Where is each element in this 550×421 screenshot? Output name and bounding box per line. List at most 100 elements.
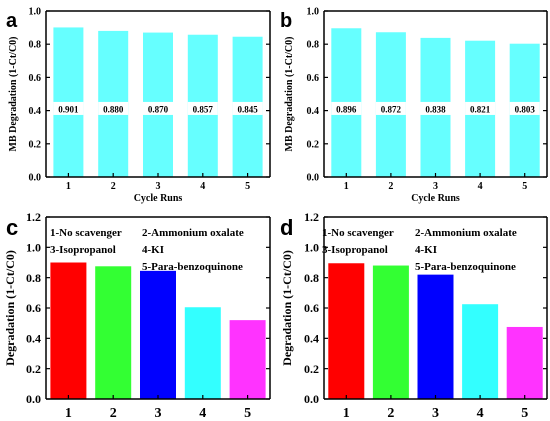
x-tick-label-a-4: 4 [200, 181, 205, 192]
bar-c-5 [229, 320, 266, 399]
y-axis-label-d: Degradation (1-Ct/C0) [280, 250, 294, 366]
legend-entry-c-3: 3-Isopropanol [50, 244, 116, 256]
x-tick-label-d-2: 2 [387, 406, 394, 421]
legend-entry-d-5: 5-Para-benzoquinone [415, 261, 516, 273]
data-label-bg-b-5 [509, 101, 540, 115]
legend-entry-d-1: 1-No scavenger [322, 227, 394, 239]
y-tick-label-d: 0.0 [304, 392, 319, 406]
y-tick-label-b: 0.0 [307, 173, 320, 184]
chart-panel-b: 0.896 0.872 0.838 0.821 0.8030.00.20.40.60.8… [280, 7, 548, 204]
y-tick-label-c: 0.2 [26, 362, 41, 376]
y-tick-label-c: 1.2 [26, 210, 41, 224]
data-label-a-3: 0.870 [148, 104, 169, 114]
y-tick-label-d: 0.8 [304, 271, 319, 285]
y-axis-label-c: Degradation (1-Ct/C0) [3, 250, 17, 366]
x-tick-label-d-3: 3 [432, 406, 439, 421]
chart-panel-a: 0.901 0.880 0.870 0.857 0.8450.00.20.40.60.8… [6, 7, 271, 204]
y-tick-label-a: 0.8 [29, 40, 42, 51]
y-tick-label-d: 0.4 [304, 332, 319, 346]
y-tick-label-c: 0.0 [26, 392, 41, 406]
data-label-a-1: 0.901 [58, 104, 79, 114]
bar-c-1 [50, 262, 87, 399]
y-tick-label-b: 0.6 [307, 73, 320, 84]
y-tick-label-c: 1.0 [26, 241, 41, 255]
bar-d-5 [506, 326, 543, 399]
x-tick-label-d-5: 5 [521, 406, 528, 421]
y-tick-label-b: 0.4 [307, 106, 320, 117]
y-tick-label-a: 0.2 [29, 139, 42, 150]
x-tick-label-d-4: 4 [477, 406, 484, 421]
legend-entry-c-4: 4-KI [142, 244, 164, 256]
y-tick-label-b: 0.2 [307, 139, 320, 150]
y-tick-label-a: 0.4 [29, 106, 42, 117]
data-label-bg-a-2 [98, 101, 129, 115]
x-tick-label-a-5: 5 [245, 181, 250, 192]
y-tick-label-d: 0.6 [304, 301, 319, 315]
data-label-bg-b-3 [420, 101, 451, 115]
bar-c-2 [95, 266, 132, 399]
x-tick-label-c-5: 5 [244, 406, 251, 421]
data-label-a-2: 0.880 [103, 104, 124, 114]
data-label-bg-a-3 [143, 101, 173, 115]
x-tick-label-b-1: 1 [344, 181, 349, 192]
legend-entry-c-1: 1-No scavenger [50, 227, 122, 239]
y-tick-label-b: 0.8 [307, 40, 320, 51]
data-label-bg-b-2 [375, 101, 406, 115]
legend-entry-d-4: 4-KI [415, 244, 437, 256]
data-label-b-3: 0.838 [425, 104, 446, 114]
y-tick-label-a: 0.6 [29, 73, 42, 84]
x-tick-label-d-1: 1 [343, 406, 350, 421]
x-tick-label-b-5: 5 [522, 181, 527, 192]
x-tick-label-c-3: 3 [155, 406, 162, 421]
data-label-a-5: 0.845 [237, 104, 258, 114]
panel-letter-c: c [6, 215, 18, 240]
panel-letter-a: a [6, 10, 18, 32]
x-tick-label-a-3: 3 [156, 181, 161, 192]
x-tick-label-b-3: 3 [433, 181, 438, 192]
data-label-bg-b-1 [331, 101, 362, 115]
data-label-bg-a-4 [187, 101, 218, 115]
x-tick-label-a-2: 2 [111, 181, 116, 192]
bar-d-4 [462, 304, 499, 399]
chart-panel-d: 0.0 0.2 0.4 0.6 0.8 1.0 1.2 1 2 3 4 5 Degradation (1… [280, 210, 548, 421]
bar-d-3 [417, 274, 454, 399]
legend-entry-c-2: 2-Ammonium oxalate [142, 227, 244, 239]
legend-entry-c-5: 5-Para-benzoquinone [142, 261, 243, 273]
y-axis-label-a: MB Degradation (1-Ct/C0) [8, 37, 19, 152]
y-axis-label-b: MB Degradation (1-Ct/C0) [284, 37, 295, 152]
y-tick-label-d: 1.0 [304, 241, 319, 255]
data-label-a-4: 0.857 [193, 104, 214, 114]
bar-d-1 [328, 263, 365, 399]
panel-letter-d: d [280, 215, 293, 240]
y-tick-label-b: 1.0 [307, 7, 320, 18]
chart-panel-c: 0.0 0.2 0.4 0.6 0.8 1.0 1.2 1 2 3 4 5 Degradation (1… [3, 210, 271, 421]
x-tick-label-c-1: 1 [65, 406, 72, 421]
y-tick-label-d: 0.2 [304, 362, 319, 376]
x-tick-label-c-4: 4 [199, 406, 206, 421]
data-label-bg-a-1 [53, 101, 84, 115]
x-axis-label-b: Cycle Runs [411, 193, 460, 204]
bar-c-3 [140, 270, 176, 399]
bar-c-4 [184, 307, 221, 399]
legend-entry-d-3: 3-Isopropanol [322, 244, 388, 256]
x-axis-label-a: Cycle Runs [134, 193, 183, 204]
data-label-bg-a-5 [232, 101, 263, 115]
bar-d-2 [372, 265, 409, 399]
data-label-b-5: 0.803 [515, 104, 536, 114]
panel-letter-b: b [280, 10, 292, 32]
x-tick-label-b-2: 2 [388, 181, 393, 192]
y-tick-label-c: 0.8 [26, 271, 41, 285]
legend-entry-d-2: 2-Ammonium oxalate [415, 227, 517, 239]
y-tick-label-d: 1.2 [304, 210, 319, 224]
data-label-b-1: 0.896 [336, 104, 357, 114]
y-tick-label-c: 0.4 [26, 332, 41, 346]
y-tick-label-a: 0.0 [29, 173, 42, 184]
x-tick-label-b-4: 4 [478, 181, 483, 192]
data-label-b-2: 0.872 [381, 104, 402, 114]
x-tick-label-a-1: 1 [66, 181, 71, 192]
data-label-b-4: 0.821 [470, 104, 491, 114]
y-tick-label-a: 1.0 [29, 7, 42, 18]
data-label-bg-b-4 [465, 101, 496, 115]
x-tick-label-c-2: 2 [110, 406, 117, 421]
